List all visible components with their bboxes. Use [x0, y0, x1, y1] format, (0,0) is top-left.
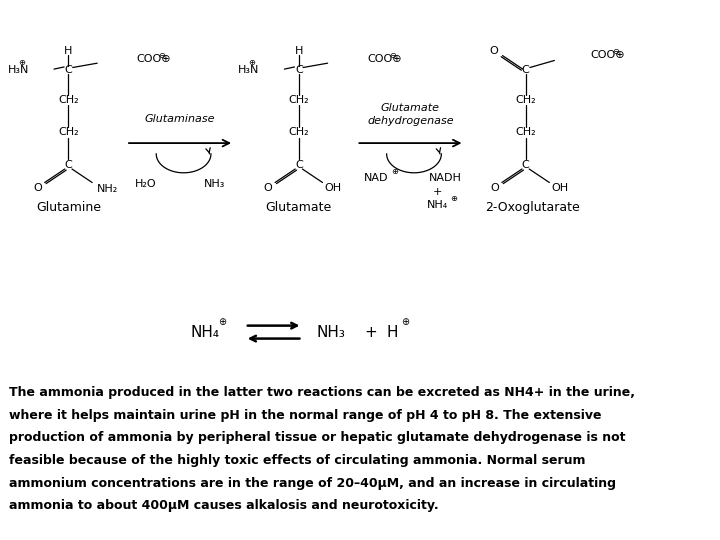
- Text: ⊕: ⊕: [248, 58, 256, 66]
- Text: ⊕: ⊕: [450, 194, 457, 202]
- Text: +: +: [433, 187, 443, 197]
- Text: where it helps maintain urine pH in the normal range of pH 4 to pH 8. The extens: where it helps maintain urine pH in the …: [9, 409, 601, 422]
- Text: H: H: [64, 46, 73, 56]
- Text: O: O: [490, 183, 499, 193]
- Text: NADH: NADH: [428, 173, 462, 183]
- Text: CH₂: CH₂: [516, 95, 536, 105]
- Text: COO⊕: COO⊕: [137, 55, 171, 64]
- Text: ⊖: ⊖: [612, 47, 619, 56]
- Text: The ammonia produced in the latter two reactions can be excreted as NH4+ in the : The ammonia produced in the latter two r…: [9, 386, 634, 399]
- Text: OH: OH: [552, 183, 569, 193]
- Text: +: +: [364, 325, 377, 340]
- Text: O: O: [33, 183, 42, 193]
- Text: Glutamate: Glutamate: [266, 201, 332, 214]
- Text: C: C: [65, 160, 72, 170]
- Text: NH₂: NH₂: [97, 184, 119, 194]
- Text: ⊕: ⊕: [18, 58, 25, 66]
- Text: H: H: [294, 46, 303, 56]
- Text: ⊕: ⊕: [401, 318, 410, 327]
- Text: NH₄: NH₄: [191, 325, 220, 340]
- Text: H₂O: H₂O: [135, 179, 156, 188]
- Text: CH₂: CH₂: [58, 127, 78, 137]
- Text: C: C: [522, 65, 529, 75]
- Text: CH₂: CH₂: [289, 127, 309, 137]
- Text: NH₃: NH₃: [204, 179, 225, 188]
- Text: CH₂: CH₂: [58, 95, 78, 105]
- Text: H₃N: H₃N: [7, 65, 29, 75]
- Text: Glutaminase: Glutaminase: [145, 114, 215, 124]
- Text: H₃N: H₃N: [238, 65, 259, 75]
- Text: dehydrogenase: dehydrogenase: [367, 117, 454, 126]
- Text: Glutamine: Glutamine: [36, 201, 101, 214]
- Text: NH₃: NH₃: [317, 325, 346, 340]
- Text: COO⊕: COO⊕: [590, 50, 625, 60]
- Text: ⊕: ⊕: [391, 167, 398, 176]
- Text: Glutamate: Glutamate: [381, 103, 440, 113]
- Text: ammonia to about 400μM causes alkalosis and neurotoxicity.: ammonia to about 400μM causes alkalosis …: [9, 500, 438, 512]
- Text: feasible because of the highly toxic effects of circulating ammonia. Normal seru: feasible because of the highly toxic eff…: [9, 454, 585, 467]
- Text: ⊖: ⊖: [158, 51, 166, 59]
- Text: C: C: [65, 65, 72, 75]
- Text: H: H: [387, 325, 398, 340]
- Text: O: O: [490, 46, 498, 56]
- Text: CH₂: CH₂: [289, 95, 309, 105]
- Text: COO⊕: COO⊕: [367, 55, 402, 64]
- Text: NAD: NAD: [364, 173, 388, 183]
- Text: C: C: [295, 160, 302, 170]
- Text: C: C: [295, 65, 302, 75]
- Text: OH: OH: [325, 183, 342, 193]
- Text: ⊖: ⊖: [389, 51, 396, 59]
- Text: NH₄: NH₄: [427, 200, 449, 210]
- Text: 2-Oxoglutarate: 2-Oxoglutarate: [485, 201, 580, 214]
- Text: ⊕: ⊕: [217, 318, 226, 327]
- Text: ammonium concentrations are in the range of 20–40μM, and an increase in circulat: ammonium concentrations are in the range…: [9, 477, 616, 490]
- Text: production of ammonia by peripheral tissue or hepatic glutamate dehydrogenase is: production of ammonia by peripheral tiss…: [9, 431, 625, 444]
- Text: O: O: [264, 183, 272, 193]
- Text: CH₂: CH₂: [516, 127, 536, 137]
- Text: C: C: [522, 160, 529, 170]
